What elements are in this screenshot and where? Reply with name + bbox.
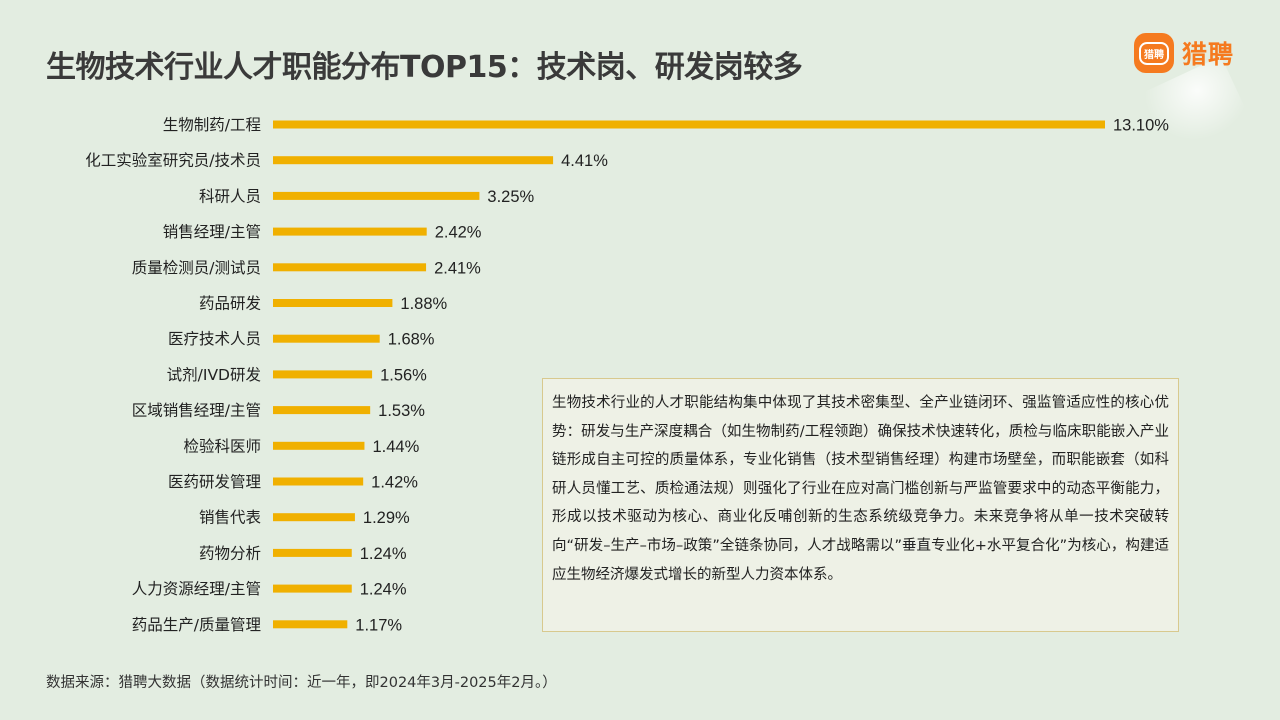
value-label: 2.41% — [434, 259, 481, 277]
category-label: 质量检测员/测试员 — [132, 259, 261, 277]
category-label: 科研人员 — [199, 187, 261, 205]
bar — [273, 156, 554, 165]
value-label: 1.88% — [400, 295, 447, 313]
bar — [273, 406, 371, 415]
page-title: 生物技术行业人才职能分布TOP15：技术岗、研发岗较多 — [46, 50, 803, 85]
logo-text: 猎聘 — [1182, 40, 1235, 69]
analysis-note: 生物技术行业的人才职能结构集中体现了其技术密集型、全产业链闭环、强监管适应性的核… — [542, 378, 1179, 632]
category-label: 销售经理/主管 — [163, 223, 261, 241]
bar — [273, 441, 365, 450]
bar — [273, 299, 393, 307]
bar — [273, 620, 348, 629]
bar — [273, 370, 373, 379]
category-label: 销售代表 — [199, 509, 261, 527]
value-label: 1.56% — [380, 366, 427, 384]
data-source: 数据来源：猎聘大数据（数据统计时间：近一年，即2024年3月-2025年2月。） — [46, 675, 557, 691]
value-label: 1.68% — [388, 331, 435, 349]
bar — [273, 548, 352, 557]
category-label: 药品研发 — [199, 295, 261, 313]
value-label: 13.10% — [1113, 117, 1169, 135]
category-label: 化工实验室研究员/技术员 — [85, 152, 261, 170]
value-label: 4.41% — [561, 152, 608, 170]
bar-chart: 生物制药/工程 13.10% 化工实验室研究员/技术员 4.41% 科研人员 3.25% 销… — [85, 116, 1169, 634]
bar — [273, 263, 427, 272]
logo-badge-text: 猎聘 — [1139, 41, 1169, 65]
category-label: 人力资源经理/主管 — [132, 580, 261, 598]
bar — [273, 334, 380, 343]
liepin-logo: 猎聘 猎聘 — [1134, 32, 1234, 74]
value-label: 2.42% — [435, 224, 482, 242]
bar — [273, 191, 480, 200]
value-label: 3.25% — [487, 188, 534, 206]
category-label: 药物分析 — [199, 544, 261, 562]
bar — [273, 513, 355, 522]
value-label: 1.44% — [372, 438, 419, 456]
category-label: 生物制药/工程 — [163, 116, 261, 134]
value-label: 1.42% — [371, 474, 418, 492]
category-label: 药品生产/质量管理 — [132, 616, 261, 634]
value-label: 1.53% — [378, 402, 425, 420]
category-label: 医药研发管理 — [168, 473, 261, 491]
bar — [273, 227, 427, 236]
logo-badge-icon: 猎聘 — [1134, 33, 1174, 73]
value-label: 1.29% — [363, 509, 410, 527]
bar — [273, 477, 364, 486]
value-label: 1.17% — [355, 616, 402, 634]
bar — [273, 120, 1105, 129]
value-label: 1.24% — [360, 581, 407, 599]
bar — [273, 584, 352, 593]
category-label: 试剂/IVD研发 — [167, 366, 261, 384]
category-label: 区域销售经理/主管 — [132, 402, 261, 420]
category-label: 检验科医师 — [183, 437, 261, 455]
value-label: 1.24% — [360, 545, 407, 563]
category-label: 医疗技术人员 — [168, 330, 261, 348]
